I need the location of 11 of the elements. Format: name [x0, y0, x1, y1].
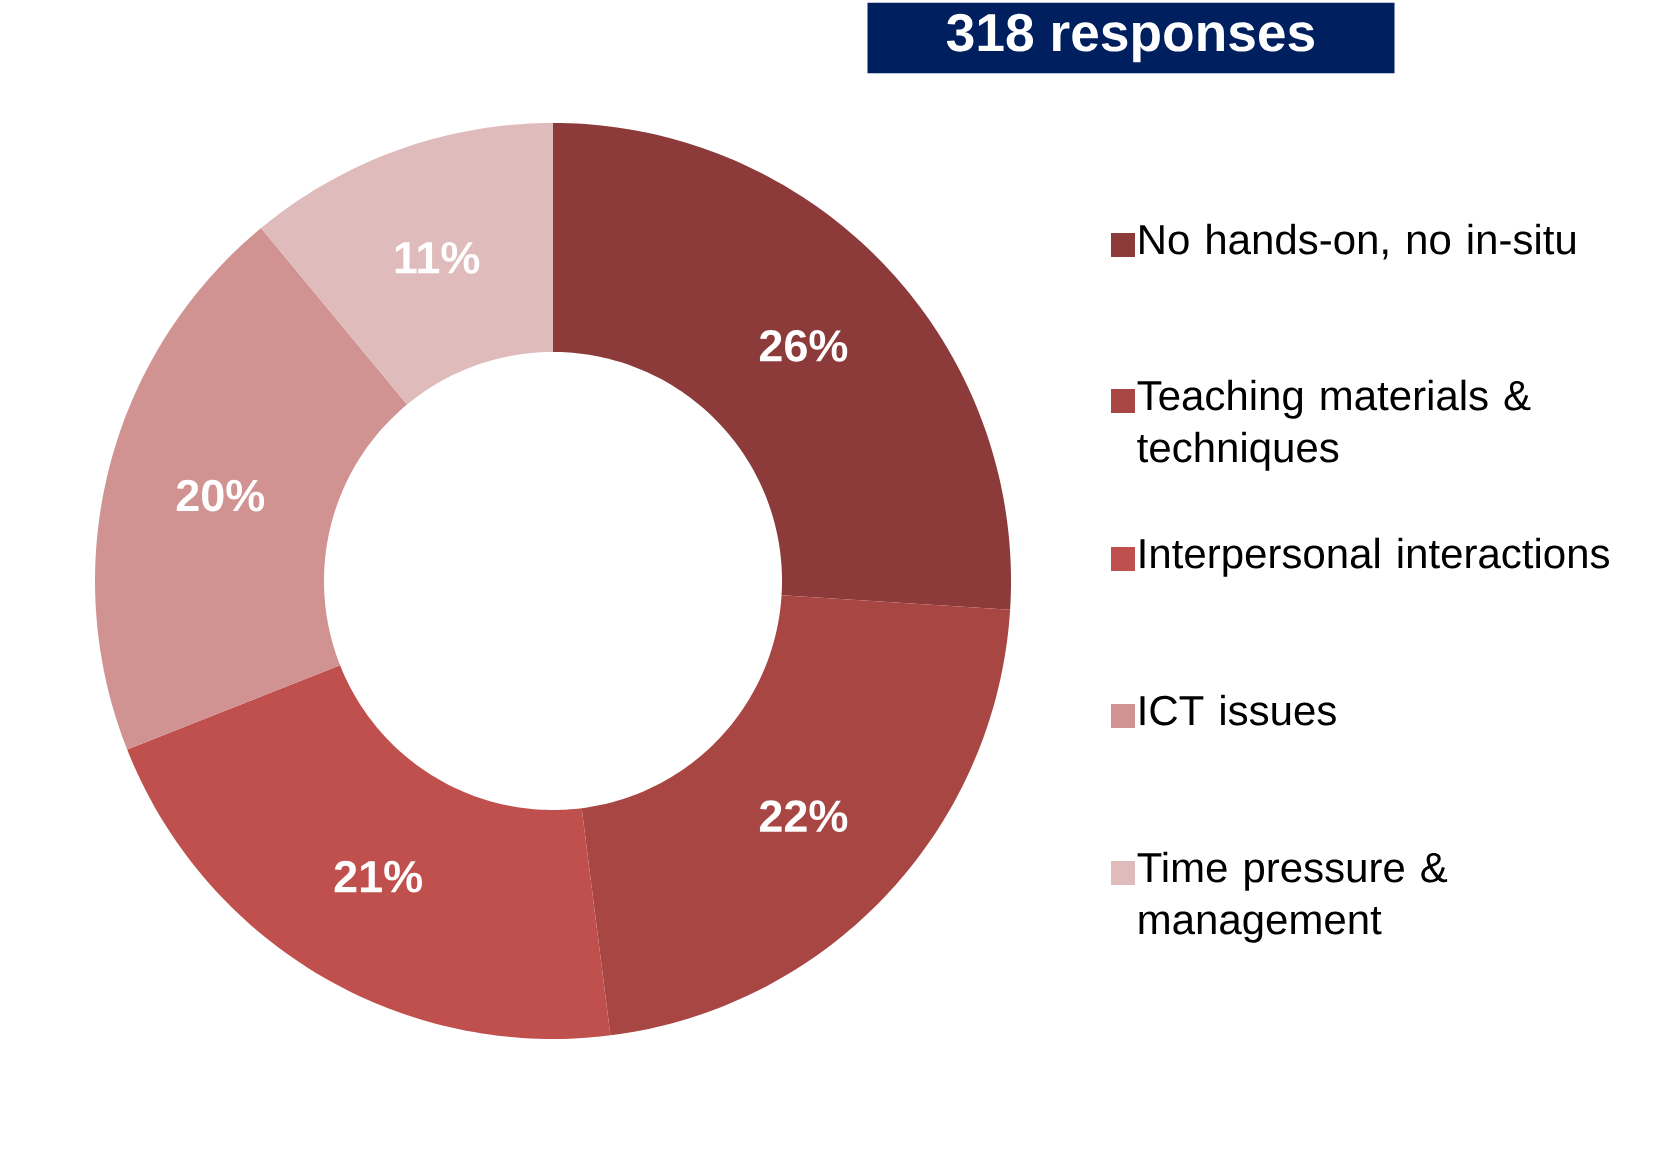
data-label: 20% — [176, 479, 265, 512]
data-label: 11% — [395, 241, 480, 274]
data-label: 21% — [334, 860, 422, 893]
legend-label: Time pressure & management — [1137, 851, 1448, 943]
data-label: 22% — [759, 800, 848, 833]
legend-label: Interpersonal interactions — [1140, 537, 1609, 577]
data-label: 26% — [759, 329, 848, 362]
chart-title: 318 responses — [946, 13, 1315, 63]
legend-label: ICT issues — [1140, 694, 1336, 726]
legend-label: No hands-on, no in-situ — [1140, 223, 1575, 260]
legend-label: Teaching materials & techniques — [1137, 379, 1531, 471]
